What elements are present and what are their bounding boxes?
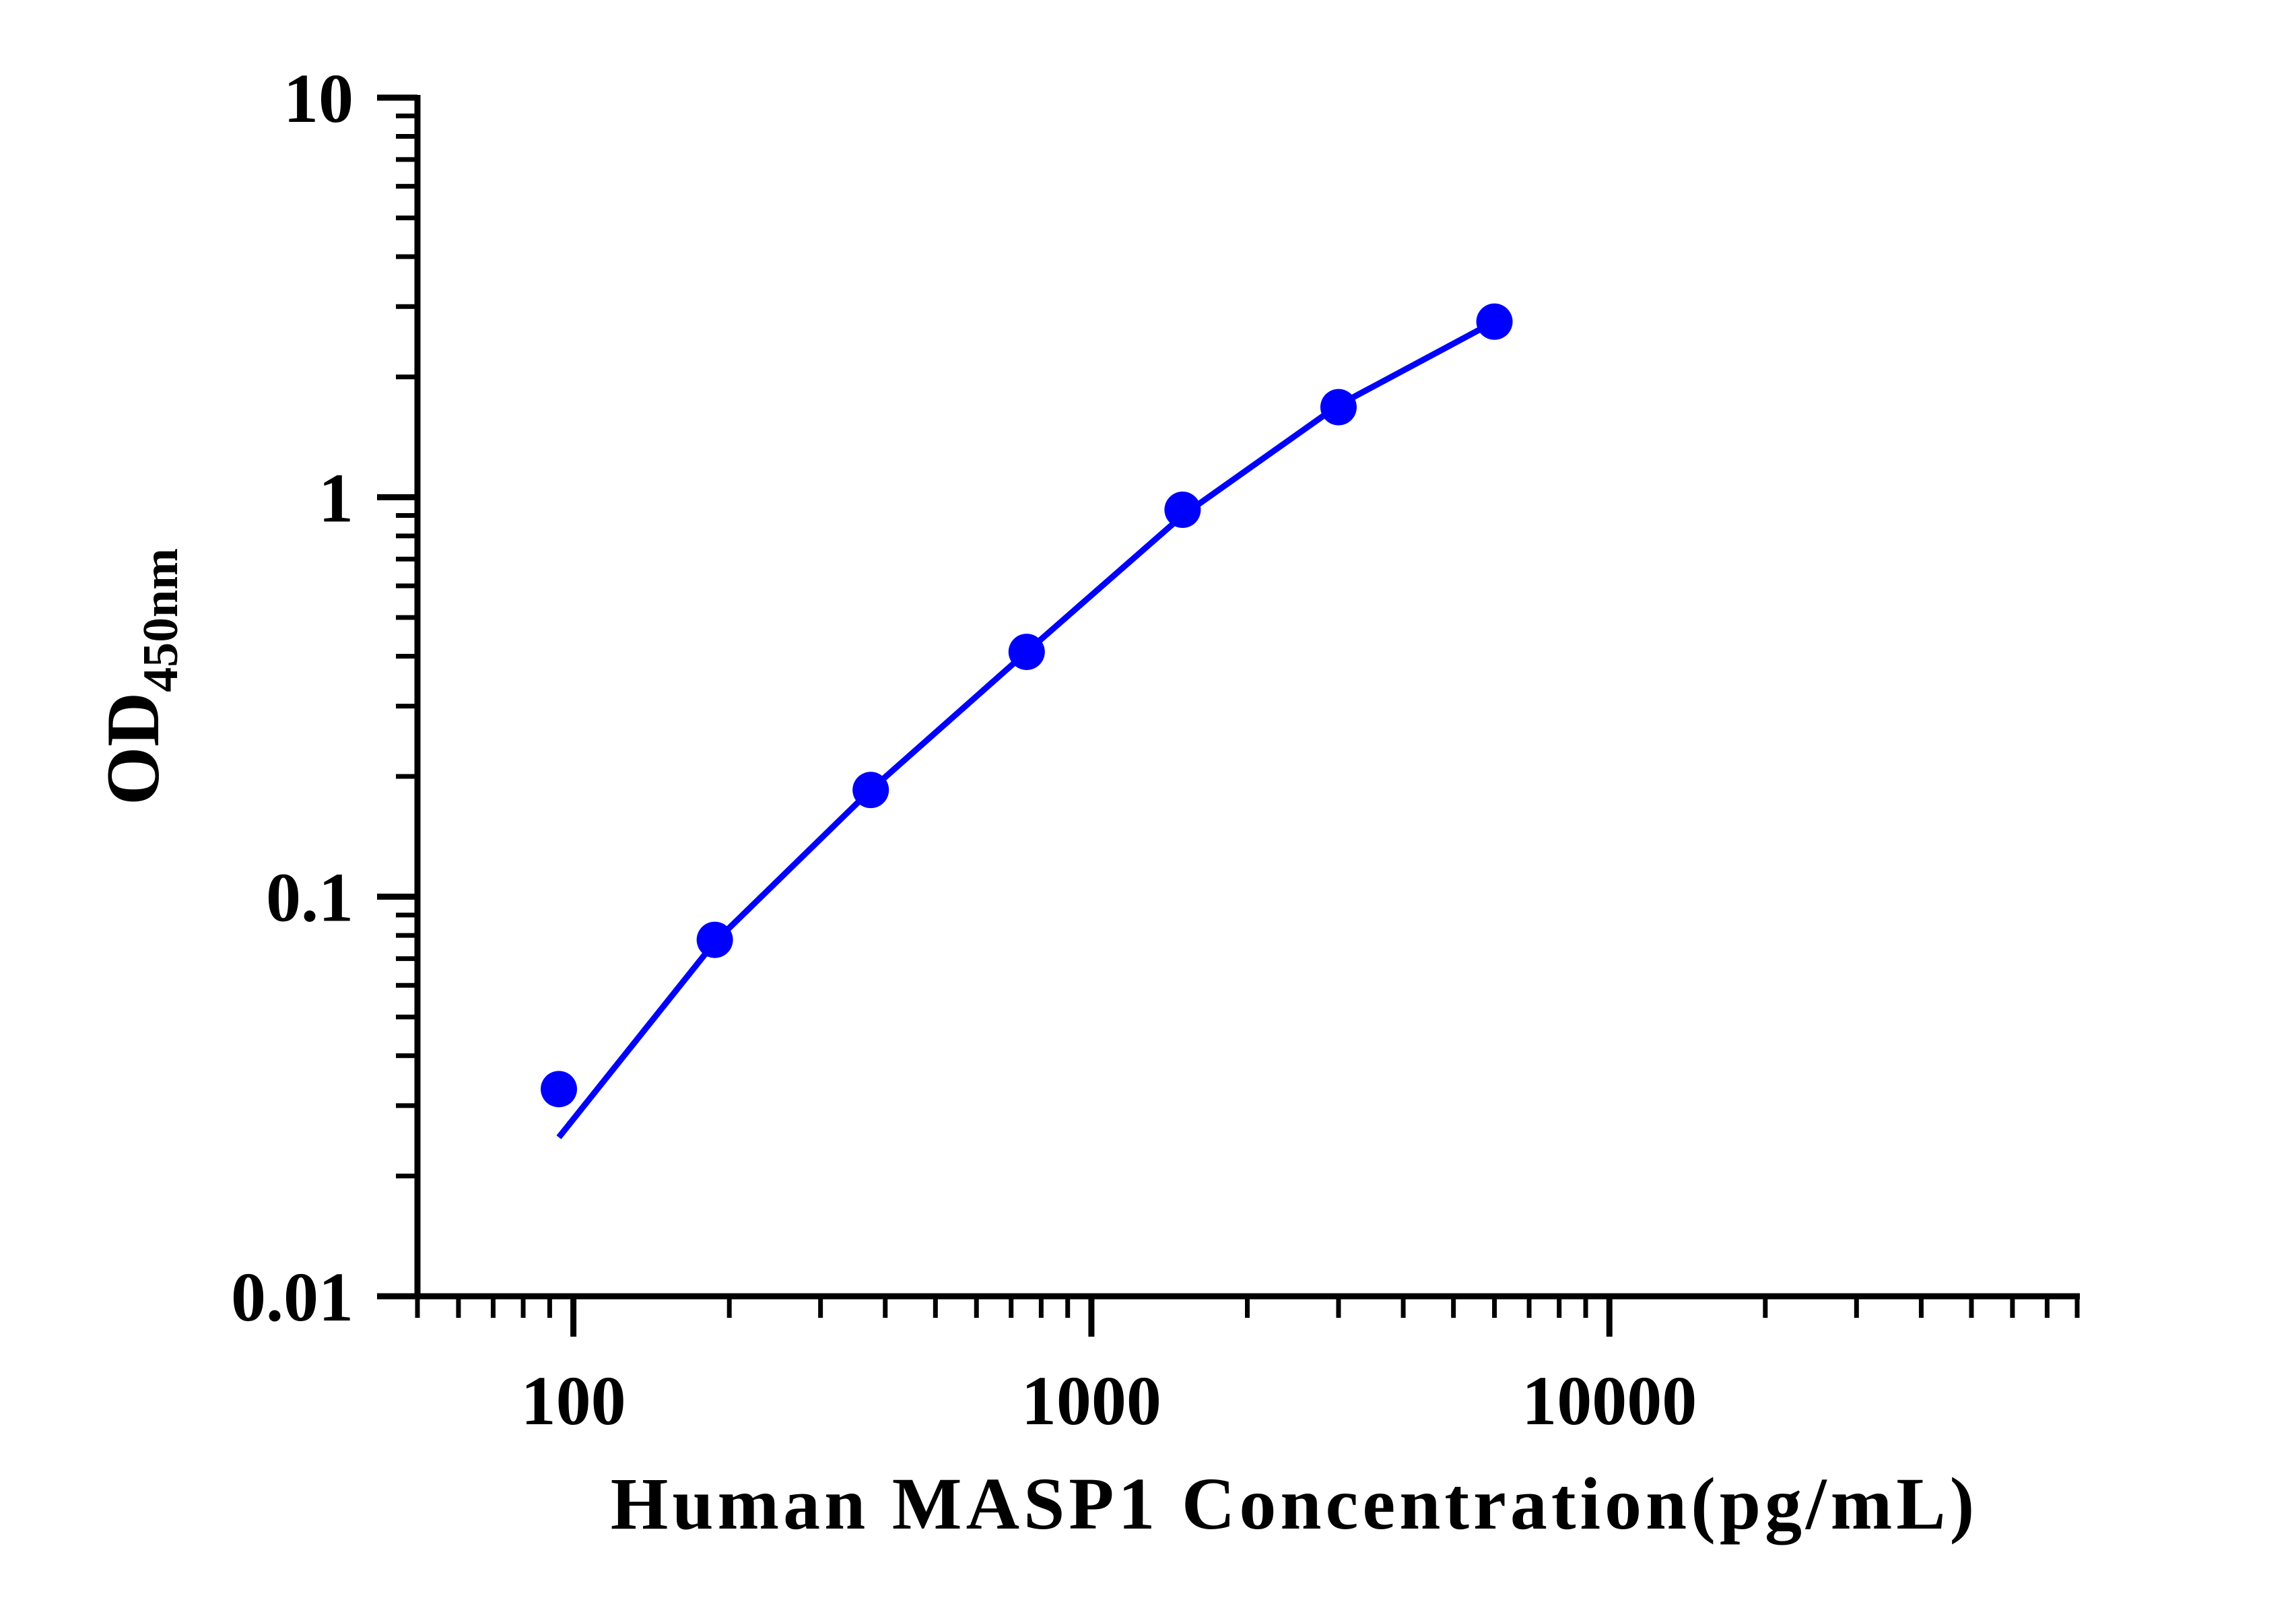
x-tick-label: 100 <box>521 1362 626 1440</box>
y-tick-label: 1 <box>318 459 353 537</box>
x-axis-title: Human MASP1 Concentration(pg/mL) <box>611 1463 1978 1545</box>
y-axis-title: OD450nm <box>92 548 189 805</box>
y-axis-title-main: OD <box>92 692 175 805</box>
x-tick-label: 1000 <box>1021 1362 1161 1440</box>
data-point <box>852 772 889 809</box>
y-tick-label: 0.1 <box>266 859 353 937</box>
data-points <box>541 303 1513 1108</box>
x-tick-label: 10000 <box>1522 1362 1697 1440</box>
y-axis-ticks <box>377 94 417 1300</box>
axes: 10 1 0.1 0.01 100 1000 10000 <box>231 60 2080 1440</box>
data-point <box>1476 303 1513 340</box>
y-axis-tick-labels: 10 1 0.1 0.01 <box>231 60 353 1336</box>
data-point <box>1164 492 1201 529</box>
x-axis-tick-labels: 100 1000 10000 <box>521 1362 1697 1440</box>
data-point <box>1008 634 1045 671</box>
fit-curve-line <box>556 319 1496 1139</box>
plot-area <box>541 303 1513 1139</box>
y-axis-title-subscript: 450nm <box>133 548 189 692</box>
data-point <box>1320 389 1357 426</box>
y-tick-label: 0.01 <box>231 1259 353 1336</box>
y-tick-label: 10 <box>283 60 353 137</box>
data-point <box>696 921 733 958</box>
data-point <box>541 1071 578 1108</box>
x-axis-ticks <box>415 1296 2080 1337</box>
